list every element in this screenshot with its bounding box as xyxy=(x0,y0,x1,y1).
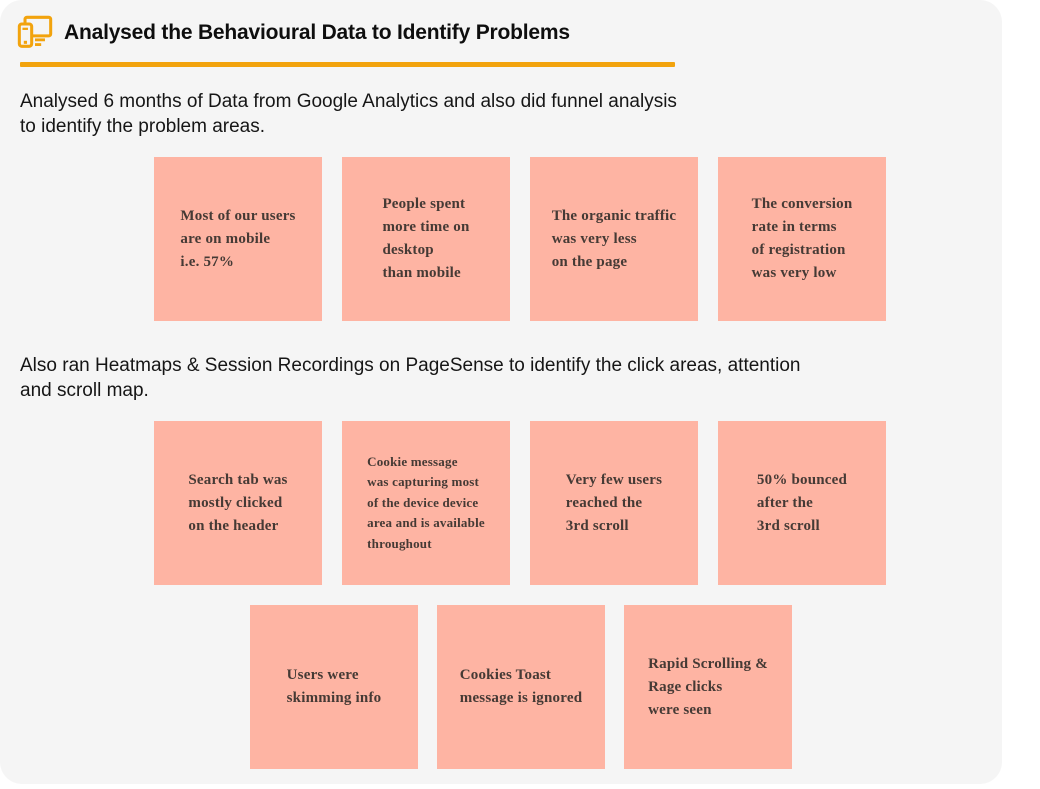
sticky-note-text: Very few users reached the 3rd scroll xyxy=(565,471,663,534)
sticky-note-text: The conversion rate in terms of registra… xyxy=(751,196,853,281)
page-title: Analysed the Behavioural Data to Identif… xyxy=(64,21,570,44)
sticky-note-skimming: Users were skimming info xyxy=(250,605,418,769)
sticky-note-third-scroll-reach: Very few users reached the 3rd scroll xyxy=(530,421,698,585)
heatmaps-paragraph: Also ran Heatmaps & Session Recordings o… xyxy=(20,355,801,401)
sticky-note-text: Cookies Toast message is ignored xyxy=(459,667,583,706)
slide-panel: Analysed the Behavioural Data to Identif… xyxy=(16,14,886,769)
sticky-note-cookie-message: Cookie message was capturing most of the… xyxy=(342,421,510,585)
sticky-note-bounce-rate: 50% bounced after the 3rd scroll xyxy=(718,421,886,585)
sticky-note-cookies-toast: Cookies Toast message is ignored xyxy=(437,605,605,769)
sticky-note-text: Rapid Scrolling & Rage clicks were seen xyxy=(648,655,768,718)
sticky-note-conversion-rate: The conversion rate in terms of registra… xyxy=(718,157,886,321)
sticky-note-desktop-time: People spent more time on desktop than m… xyxy=(342,157,510,321)
sticky-note-text: The organic traffic was very less on the… xyxy=(551,207,677,270)
sticky-note-rage-clicks: Rapid Scrolling & Rage clicks were seen xyxy=(624,605,792,769)
sticky-note-search-tab: Search tab was mostly clicked on the hea… xyxy=(154,421,322,585)
sticky-note-text: Cookie message was capturing most of the… xyxy=(367,453,485,551)
sticky-note-mobile-users: Most of our users are on mobile i.e. 57% xyxy=(154,157,322,321)
header: Analysed the Behavioural Data to Identif… xyxy=(16,14,570,52)
sticky-note-text: 50% bounced after the 3rd scroll xyxy=(756,471,848,534)
sticky-note-text: Most of our users are on mobile i.e. 57% xyxy=(180,207,296,270)
analytics-paragraph: Analysed 6 months of Data from Google An… xyxy=(20,91,677,137)
sticky-note-text: Search tab was mostly clicked on the hea… xyxy=(188,471,288,534)
sticky-note-text: Users were skimming info xyxy=(286,667,382,706)
sticky-note-organic-traffic: The organic traffic was very less on the… xyxy=(530,157,698,321)
devices-icon xyxy=(17,15,53,48)
title-underline xyxy=(20,62,675,67)
sticky-note-text: People spent more time on desktop than m… xyxy=(382,196,470,281)
